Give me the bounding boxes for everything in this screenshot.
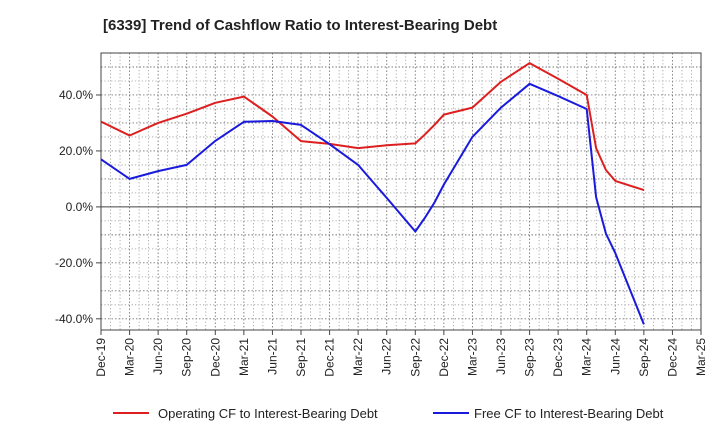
series-line-operating-cf	[100, 62, 645, 192]
x-tick-label: Dec-21	[323, 338, 337, 377]
plot-frame	[100, 52, 702, 331]
x-tick-label: Sep-23	[523, 338, 537, 377]
x-tick-label: Dec-20	[208, 338, 222, 377]
legend-label: Operating CF to Interest-Bearing Debt	[158, 406, 378, 421]
series-line-free-cf	[100, 82, 645, 325]
y-tick-label: 40.0%	[59, 88, 93, 102]
x-tick-label: Dec-24	[665, 338, 679, 377]
x-tick-label: Mar-20	[123, 338, 137, 376]
y-tick-label: 0.0%	[66, 200, 94, 214]
y-tick-label: 20.0%	[59, 144, 93, 158]
x-tick-label: Mar-22	[351, 338, 365, 376]
x-tick-label: Jun-23	[494, 338, 508, 375]
x-tick-label: Sep-22	[408, 338, 422, 377]
x-tick-label: Sep-24	[637, 338, 651, 377]
x-tick-label: Dec-22	[437, 338, 451, 377]
legend: Operating CF to Interest-Bearing Debt Fre…	[113, 406, 664, 421]
x-tick-label: Jun-20	[151, 338, 165, 375]
x-tick-label: Mar-21	[237, 338, 251, 376]
x-tick-label: Sep-20	[180, 338, 194, 377]
x-tick-label: Mar-24	[580, 338, 594, 376]
x-tick-label: Jun-22	[380, 338, 394, 375]
plot-area: 40.0% 20.0% 0.0% -20.0% -40.0%Dec-19 Mar-20 Ju…	[55, 52, 708, 377]
x-tick-label: Dec-23	[551, 338, 565, 377]
x-tick-label: Dec-19	[94, 338, 108, 377]
chart-title: [6339] Trend of Cashflow Ratio to Intere…	[103, 17, 497, 34]
x-tick-label: Mar-23	[465, 338, 479, 376]
x-tick-label: Sep-21	[294, 338, 308, 377]
legend-label: Free CF to Interest-Bearing Debt	[474, 406, 664, 421]
y-tick-label: -20.0%	[55, 256, 93, 270]
x-tick-label: Mar-25	[694, 338, 708, 376]
x-tick-label: Jun-21	[265, 338, 279, 375]
y-tick-label: -40.0%	[55, 312, 93, 326]
x-tick-label: Jun-24	[608, 338, 622, 375]
